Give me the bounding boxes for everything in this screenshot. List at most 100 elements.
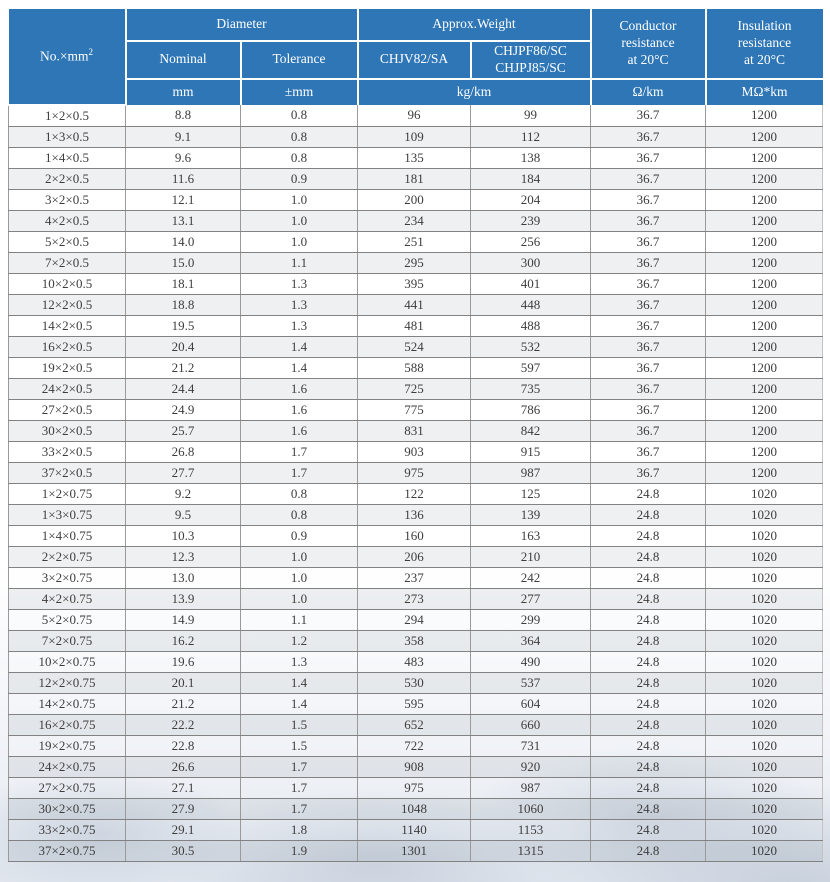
table-cell: 1020 xyxy=(705,504,824,526)
table-cell: 1.0 xyxy=(240,189,359,211)
table-cell: 96 xyxy=(357,104,472,127)
table-cell: 24.8 xyxy=(590,630,707,652)
table-row: 12×2×0.5 18.8 1.3 441 448 36.7 1200 xyxy=(8,294,824,316)
table-cell: 1315 xyxy=(470,840,592,862)
table-cell: 27×2×0.75 xyxy=(8,777,126,799)
table-row: 24×2×0.75 26.6 1.7 908 920 24.8 1020 xyxy=(8,756,824,778)
table-cell: 735 xyxy=(470,378,592,400)
table-cell: 251 xyxy=(357,231,472,253)
table-cell: 1×2×0.75 xyxy=(8,483,126,505)
table-cell: 1×4×0.75 xyxy=(8,525,126,547)
table-cell: 24.8 xyxy=(590,777,707,799)
table-cell: 1.3 xyxy=(240,273,359,295)
cable-spec-table: No.×mm2 Diameter Approx.Weight Conductor… xyxy=(8,9,824,862)
table-cell: 1.3 xyxy=(240,294,359,316)
table-cell: 24.8 xyxy=(590,504,707,526)
table-cell: 15.0 xyxy=(125,252,241,274)
table-cell: 18.8 xyxy=(125,294,241,316)
table-row: 37×2×0.75 30.5 1.9 1301 1315 24.8 1020 xyxy=(8,840,824,862)
table-cell: 975 xyxy=(357,777,472,799)
table-cell: 300 xyxy=(470,252,592,274)
table-cell: 1020 xyxy=(705,819,824,841)
table-cell: 36.7 xyxy=(590,168,707,190)
table-cell: 22.8 xyxy=(125,735,241,757)
table-cell: 36.7 xyxy=(590,210,707,232)
table-header: No.×mm2 Diameter Approx.Weight Conductor… xyxy=(8,9,823,106)
table-cell: 1048 xyxy=(357,798,472,820)
table-cell: 24.8 xyxy=(590,609,707,631)
table-cell: 181 xyxy=(357,168,472,190)
table-cell: 295 xyxy=(357,252,472,274)
table-cell: 1200 xyxy=(705,104,824,127)
table-cell: 1020 xyxy=(705,567,824,589)
table-row: 4×2×0.5 13.1 1.0 234 239 36.7 1200 xyxy=(8,210,824,232)
table-cell: 1.7 xyxy=(240,756,359,778)
table-cell: 27.7 xyxy=(125,462,241,484)
table-cell: 9.5 xyxy=(125,504,241,526)
table-cell: 3×2×0.75 xyxy=(8,567,126,589)
table-cell: 1020 xyxy=(705,714,824,736)
table-cell: 395 xyxy=(357,273,472,295)
table-cell: 210 xyxy=(470,546,592,568)
table-cell: 1020 xyxy=(705,630,824,652)
table-cell: 273 xyxy=(357,588,472,610)
table-cell: 13.1 xyxy=(125,210,241,232)
unit-conductor-ohmkm: Ω/km xyxy=(589,77,707,105)
table-cell: 206 xyxy=(357,546,472,568)
table-cell: 1200 xyxy=(705,357,824,379)
table-cell: 1.5 xyxy=(240,735,359,757)
table-cell: 24.8 xyxy=(590,525,707,547)
table-cell: 9.1 xyxy=(125,126,241,148)
table-cell: 36.7 xyxy=(590,336,707,358)
table-cell: 987 xyxy=(470,777,592,799)
table-cell: 1153 xyxy=(470,819,592,841)
table-cell: 30×2×0.75 xyxy=(8,798,126,820)
table-cell: 5×2×0.75 xyxy=(8,609,126,631)
table-cell: 448 xyxy=(470,294,592,316)
table-row: 3×2×0.75 13.0 1.0 237 242 24.8 1020 xyxy=(8,567,824,589)
table-cell: 1×2×0.5 xyxy=(8,104,126,127)
unit-weight-kgkm: kg/km xyxy=(356,77,592,105)
table-cell: 24×2×0.75 xyxy=(8,756,126,778)
table-cell: 1020 xyxy=(705,672,824,694)
table-cell: 652 xyxy=(357,714,472,736)
table-cell: 1.8 xyxy=(240,819,359,841)
table-cell: 33×2×0.75 xyxy=(8,819,126,841)
table-cell: 12.3 xyxy=(125,546,241,568)
table-cell: 1.9 xyxy=(240,840,359,862)
table-cell: 441 xyxy=(357,294,472,316)
table-cell: 1.7 xyxy=(240,777,359,799)
table-cell: 1.2 xyxy=(240,630,359,652)
table-cell: 1060 xyxy=(470,798,592,820)
table-cell: 12×2×0.75 xyxy=(8,672,126,694)
table-cell: 4×2×0.5 xyxy=(8,210,126,232)
table-cell: 36.7 xyxy=(590,357,707,379)
table-cell: 36.7 xyxy=(590,378,707,400)
table-cell: 36.7 xyxy=(590,126,707,148)
table-cell: 122 xyxy=(357,483,472,505)
table-cell: 16×2×0.75 xyxy=(8,714,126,736)
table-cell: 1200 xyxy=(705,126,824,148)
table-cell: 1.0 xyxy=(240,567,359,589)
table-cell: 36.7 xyxy=(590,252,707,274)
table-row: 24×2×0.5 24.4 1.6 725 735 36.7 1200 xyxy=(8,378,824,400)
table-cell: 22.2 xyxy=(125,714,241,736)
table-cell: 903 xyxy=(357,441,472,463)
table-cell: 234 xyxy=(357,210,472,232)
table-cell: 722 xyxy=(357,735,472,757)
table-cell: 24×2×0.5 xyxy=(8,378,126,400)
table-cell: 1.3 xyxy=(240,651,359,673)
table-cell: 775 xyxy=(357,399,472,421)
table-body: 1×2×0.5 8.8 0.8 96 99 36.7 1200 1×3×0.5 9.1 0.8 10… xyxy=(8,104,824,862)
table-row: 30×2×0.75 27.9 1.7 1048 1060 24.8 1020 xyxy=(8,798,824,820)
table-cell: 36.7 xyxy=(590,231,707,253)
table-cell: 24.8 xyxy=(590,714,707,736)
table-cell: 14×2×0.5 xyxy=(8,315,126,337)
table-cell: 604 xyxy=(470,693,592,715)
table-cell: 1.0 xyxy=(240,588,359,610)
table-cell: 1.6 xyxy=(240,420,359,442)
table-cell: 24.8 xyxy=(590,798,707,820)
table-cell: 1200 xyxy=(705,441,824,463)
unit-nominal-mm: mm xyxy=(124,77,242,105)
